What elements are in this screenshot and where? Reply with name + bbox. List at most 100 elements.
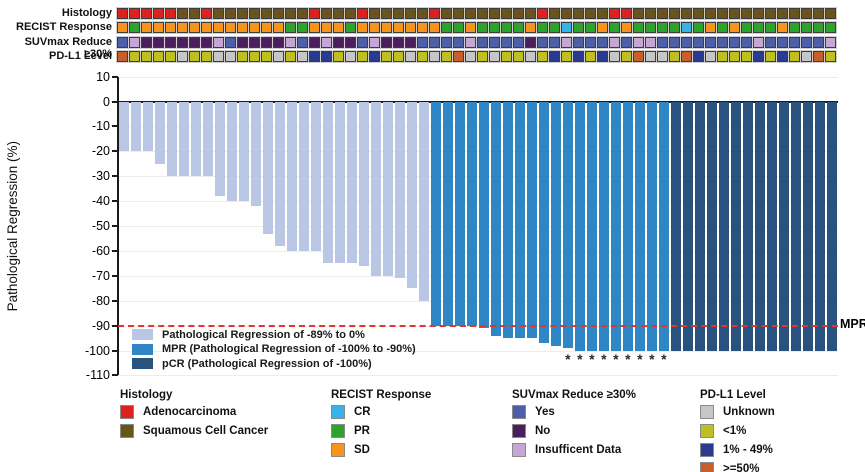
annotation-cell-no	[189, 36, 200, 48]
annotation-cell-pr	[537, 22, 548, 33]
annotation-cell-p1to49	[777, 51, 788, 62]
bar	[610, 101, 621, 351]
annotation-cell-sd	[417, 22, 428, 33]
annotation-cell-lt1	[561, 51, 572, 62]
annotation-cell-yes	[537, 36, 548, 48]
mpr-reference-label: MPR	[840, 317, 865, 331]
legend-item-swatch	[331, 405, 345, 419]
annotation-cell-yes	[357, 36, 368, 48]
legend-item: Adenocarcinoma	[120, 405, 236, 419]
annotation-cell-yes	[429, 36, 440, 48]
annotation-cell-pr	[441, 22, 452, 33]
gridline	[118, 76, 838, 78]
annotation-cell-pr	[741, 22, 752, 33]
annotation-cell-yes	[681, 36, 692, 48]
annotation-cell-yes	[225, 36, 236, 48]
bar	[178, 101, 189, 177]
plot-legend-label-regression: Pathological Regression of -89% to 0%	[162, 328, 365, 341]
annotation-cell-pr	[645, 22, 656, 33]
bar	[274, 101, 285, 246]
annotation-cell-lt1	[261, 51, 272, 62]
annotation-cell-ge50	[681, 51, 692, 62]
annotation-cell-p1to49	[369, 51, 380, 62]
annotation-cell-adeno	[141, 7, 152, 19]
legend-item-swatch	[331, 424, 345, 438]
bar	[670, 101, 681, 351]
legend-group-title: SUVmax Reduce ≥30%	[512, 389, 636, 401]
annotation-cell-unknown	[213, 51, 224, 62]
gridline	[118, 176, 838, 178]
annotation-cell-yes	[441, 36, 452, 48]
annotation-cell-yes	[657, 36, 668, 48]
annotation-cell-lt1	[585, 51, 596, 62]
annotation-cell-yes	[621, 36, 632, 48]
gridline	[118, 300, 838, 302]
y-tick	[112, 299, 118, 302]
bar	[406, 101, 417, 289]
legend-item-swatch	[700, 424, 714, 438]
bar	[706, 101, 717, 351]
bar	[286, 101, 297, 251]
y-tick	[112, 175, 118, 178]
annotation-cell-no	[201, 36, 212, 48]
annotation-cell-insufficient	[561, 36, 572, 48]
annotation-cell-squam	[765, 7, 776, 19]
bar	[118, 101, 129, 152]
annotation-cell-sd	[525, 22, 536, 33]
annotation-cell-no	[165, 36, 176, 48]
annotation-cell-insufficient	[633, 36, 644, 48]
annotation-cell-squam	[585, 7, 596, 19]
y-tick-label: -40	[91, 194, 110, 209]
bar	[682, 101, 693, 351]
bar	[526, 101, 537, 339]
annotation-cell-sd	[393, 22, 404, 33]
annotation-cell-yes	[477, 36, 488, 48]
annotation-cell-unknown	[177, 51, 188, 62]
annotation-cell-adeno	[201, 7, 212, 19]
annotation-cell-lt1	[333, 51, 344, 62]
bar	[346, 101, 357, 264]
bar	[310, 101, 321, 251]
annotation-cell-lt1	[237, 51, 248, 62]
annotation-cell-lt1	[669, 51, 680, 62]
bar	[466, 101, 477, 326]
asterisk-marker: *	[661, 351, 667, 367]
bar	[790, 101, 801, 351]
annotation-cell-no	[141, 36, 152, 48]
asterisk-marker: *	[565, 351, 571, 367]
annotation-cell-no	[381, 36, 392, 48]
annotation-cell-sd	[117, 22, 128, 33]
annotation-cell-yes	[717, 36, 728, 48]
annotation-cell-squam	[801, 7, 812, 19]
annotation-cell-p1to49	[573, 51, 584, 62]
annotation-cell-squam	[777, 7, 788, 19]
y-tick-label: -10	[91, 119, 110, 134]
annotation-cell-no	[249, 36, 260, 48]
bar	[562, 101, 573, 348]
annotation-cell-ge50	[633, 51, 644, 62]
legend-item: SD	[331, 443, 370, 457]
annotation-cell-squam	[285, 7, 296, 19]
annotation-cell-yes	[117, 36, 128, 48]
legend-item-label: Yes	[535, 406, 555, 418]
gridline	[118, 151, 838, 153]
annotation-cell-pr	[585, 22, 596, 33]
annotation-cell-p1to49	[309, 51, 320, 62]
bar	[538, 101, 549, 343]
annotation-cell-pr	[609, 22, 620, 33]
annotation-cell-no	[237, 36, 248, 48]
annotation-cell-squam	[549, 7, 560, 19]
asterisk-marker: *	[625, 351, 631, 367]
legend-group-title: RECIST Response	[331, 389, 432, 401]
annotation-cell-sd	[165, 22, 176, 33]
annotation-cell-sd	[705, 22, 716, 33]
annotation-cell-sd	[201, 22, 212, 33]
annotation-cell-pr	[765, 22, 776, 33]
annotation-cell-sd	[225, 22, 236, 33]
asterisk-marker: *	[637, 351, 643, 367]
annotation-cell-adeno	[621, 7, 632, 19]
annotation-cell-sd	[237, 22, 248, 33]
bar	[694, 101, 705, 351]
annotation-cell-yes	[549, 36, 560, 48]
annotation-cell-adeno	[537, 7, 548, 19]
